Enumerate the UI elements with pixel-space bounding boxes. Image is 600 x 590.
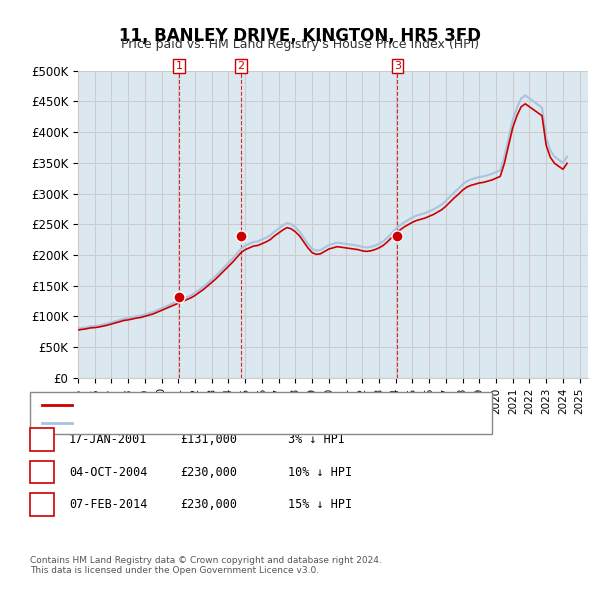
Text: Price paid vs. HM Land Registry's House Price Index (HPI): Price paid vs. HM Land Registry's House …: [121, 38, 479, 51]
Text: 04-OCT-2004: 04-OCT-2004: [69, 466, 148, 478]
Text: Contains HM Land Registry data © Crown copyright and database right 2024.
This d: Contains HM Land Registry data © Crown c…: [30, 556, 382, 575]
Text: £230,000: £230,000: [180, 498, 237, 511]
Text: £230,000: £230,000: [180, 466, 237, 478]
Text: 07-FEB-2014: 07-FEB-2014: [69, 498, 148, 511]
Text: 3% ↓ HPI: 3% ↓ HPI: [288, 433, 345, 446]
Text: 1: 1: [38, 433, 46, 446]
Text: 17-JAN-2001: 17-JAN-2001: [69, 433, 148, 446]
Text: 2: 2: [38, 466, 46, 478]
Text: £131,000: £131,000: [180, 433, 237, 446]
Text: 1: 1: [175, 61, 182, 71]
Text: HPI: Average price, detached house, Herefordshire: HPI: Average price, detached house, Here…: [78, 418, 342, 428]
Text: 3: 3: [38, 498, 46, 511]
Text: 15% ↓ HPI: 15% ↓ HPI: [288, 498, 352, 511]
Text: 3: 3: [394, 61, 401, 71]
Text: 11, BANLEY DRIVE, KINGTON, HR5 3FD (detached house): 11, BANLEY DRIVE, KINGTON, HR5 3FD (deta…: [78, 400, 374, 409]
Text: 10% ↓ HPI: 10% ↓ HPI: [288, 466, 352, 478]
Text: 11, BANLEY DRIVE, KINGTON, HR5 3FD: 11, BANLEY DRIVE, KINGTON, HR5 3FD: [119, 27, 481, 45]
Text: 2: 2: [238, 61, 245, 71]
